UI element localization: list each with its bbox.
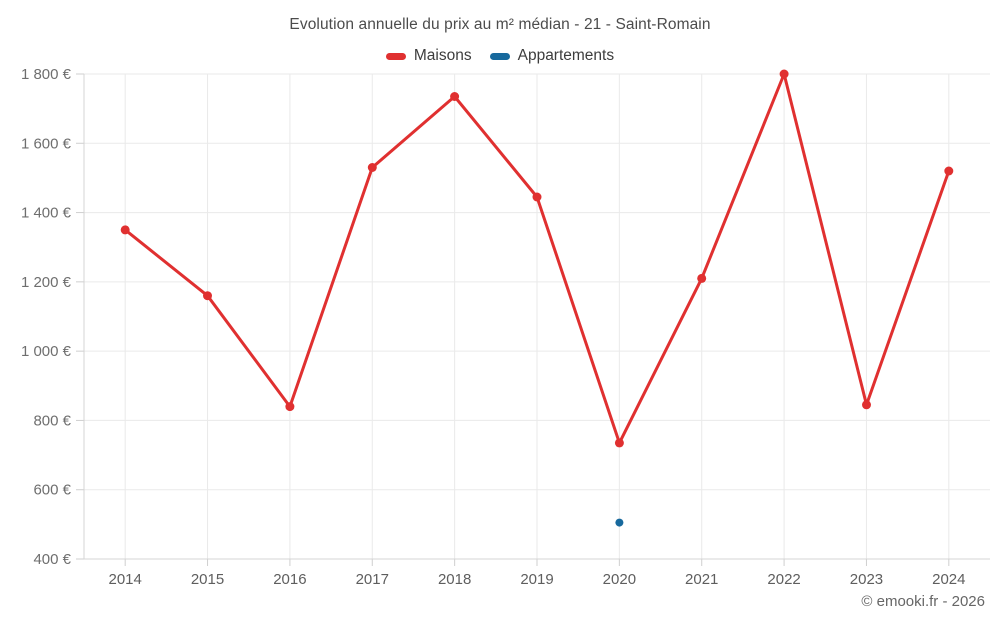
- maisons-series-swatch-icon: [385, 52, 406, 60]
- data-point-appartements[interactable]: [615, 518, 624, 527]
- data-point-maisons[interactable]: [450, 92, 460, 101]
- y-tick-label: 1 000 €: [21, 343, 72, 360]
- y-tick-label: 1 200 €: [21, 274, 72, 291]
- chart-title: Evolution annuelle du prix au m² médian …: [289, 16, 711, 33]
- data-point-maisons[interactable]: [285, 402, 295, 412]
- data-point-maisons[interactable]: [367, 163, 377, 172]
- y-tick-label: 1 800 €: [21, 66, 72, 83]
- appartements-series-swatch-icon: [489, 52, 510, 60]
- chart-legend: Maisons Appartements: [0, 45, 1000, 67]
- x-tick-label: 2014: [108, 571, 141, 588]
- data-point-maisons[interactable]: [779, 69, 789, 79]
- y-tick-label: 400 €: [33, 551, 71, 568]
- legend-item-maisons[interactable]: Maisons: [385, 47, 472, 65]
- x-tick-label: 2021: [685, 571, 718, 588]
- y-tick-label: 600 €: [33, 482, 71, 499]
- data-point-maisons[interactable]: [532, 192, 542, 202]
- data-point-maisons[interactable]: [862, 400, 871, 410]
- x-tick-label: 2018: [438, 571, 471, 588]
- x-tick-label: 2024: [932, 571, 965, 588]
- legend-label-maisons: Maisons: [413, 47, 472, 64]
- data-point-maisons[interactable]: [203, 291, 212, 301]
- legend-label-appartements: Appartements: [517, 47, 615, 64]
- data-point-maisons[interactable]: [614, 438, 624, 448]
- legend-item-appartements[interactable]: Appartements: [489, 47, 615, 65]
- x-tick-label: 2022: [767, 571, 800, 588]
- x-tick-label: 2017: [356, 571, 389, 588]
- footer-credit: © emooki.fr - 2026: [861, 593, 985, 610]
- y-tick-label: 1 400 €: [21, 205, 72, 222]
- x-tick-label: 2023: [850, 571, 883, 588]
- x-tick-label: 2020: [603, 571, 636, 588]
- data-point-maisons[interactable]: [944, 166, 954, 176]
- y-tick-label: 1 600 €: [21, 135, 72, 152]
- x-tick-label: 2015: [191, 571, 224, 588]
- y-tick-label: 800 €: [33, 412, 71, 429]
- x-tick-label: 2016: [273, 571, 306, 588]
- x-tick-label: 2019: [520, 571, 553, 588]
- data-point-maisons[interactable]: [697, 273, 707, 283]
- data-point-maisons[interactable]: [120, 225, 130, 235]
